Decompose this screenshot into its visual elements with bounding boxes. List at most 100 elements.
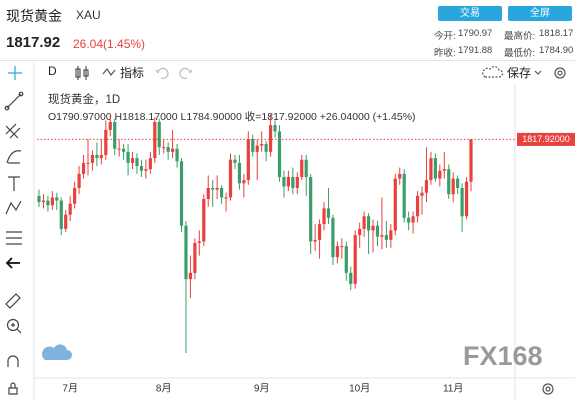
candle-body — [411, 216, 415, 223]
candle-body — [286, 177, 291, 187]
dropdown-icon[interactable] — [534, 70, 542, 75]
candle-body — [464, 181, 469, 217]
crosshair-icon[interactable] — [8, 66, 22, 80]
candle-body — [424, 180, 429, 193]
candle-body — [246, 139, 250, 181]
candle-body — [206, 188, 210, 199]
save-button[interactable]: 保存 — [507, 66, 532, 80]
candle-body — [126, 151, 130, 163]
trade-button[interactable]: 交易 — [438, 6, 502, 21]
candle-body — [460, 188, 464, 217]
candle-body — [184, 225, 188, 280]
lock-tool[interactable] — [8, 382, 18, 395]
stat-label: 昨收: — [434, 48, 456, 59]
cloud-icon[interactable] — [482, 66, 504, 78]
back-tool[interactable] — [5, 257, 20, 269]
x-tick-label: 8月 — [156, 383, 172, 395]
candle-body — [162, 147, 166, 149]
candle-body — [291, 177, 295, 188]
candle-body — [228, 159, 233, 198]
brush-tool[interactable] — [6, 150, 22, 164]
axis-settings-icon[interactable] — [542, 383, 554, 395]
candle-body — [224, 197, 228, 199]
candle-body — [317, 224, 322, 240]
interval-button[interactable]: D — [48, 64, 57, 78]
candle-body — [451, 178, 455, 195]
price-change: 26.04(1.45%) — [73, 37, 146, 51]
stat-label: 最高价: — [504, 31, 536, 42]
candle-body — [117, 148, 121, 150]
candle-body — [219, 188, 224, 198]
candle-body — [366, 216, 371, 231]
zoom-tool[interactable] — [6, 318, 20, 332]
line-tool-dot — [4, 105, 10, 111]
candle-body — [442, 169, 446, 171]
redo-icon[interactable] — [179, 67, 193, 79]
candle-body — [104, 129, 108, 155]
ruler-tool[interactable] — [5, 293, 21, 309]
candle-body — [282, 177, 286, 187]
candle-body — [99, 155, 103, 159]
candle-body — [202, 199, 206, 242]
candle-body — [242, 180, 246, 184]
candle-body — [384, 235, 388, 240]
candle-body — [46, 200, 50, 206]
toolbar-icons — [8, 66, 566, 80]
candle-body — [353, 235, 357, 284]
x-tick-label: 9月 — [254, 383, 270, 395]
instrument-name: 现货黄金 — [6, 8, 62, 24]
candle-body — [375, 225, 380, 237]
candle-body — [251, 139, 255, 152]
zoom-tool-handle — [11, 323, 22, 334]
candle-body — [264, 144, 268, 152]
candle-body — [166, 147, 170, 152]
settings-icon[interactable] — [554, 67, 566, 79]
measure-lines-tool[interactable] — [6, 231, 22, 245]
separator — [0, 60, 575, 61]
watermark-text: FX168 — [463, 341, 543, 371]
undo-icon[interactable] — [155, 67, 169, 79]
stat-value: 1791.88 — [458, 45, 493, 56]
candle-body — [237, 162, 242, 184]
candle-body — [420, 192, 424, 196]
candle-body — [153, 122, 157, 159]
candle-icon[interactable] — [75, 66, 89, 80]
watermark: FX168 — [42, 341, 543, 371]
fib-tool[interactable] — [5, 123, 21, 139]
fullscreen-button[interactable]: 全屏 — [508, 6, 572, 21]
candle-body — [193, 243, 197, 273]
candle-body — [349, 272, 353, 284]
ohlc-legend: O1790.97000 H1818.17000 L1784.90000 收=18… — [48, 110, 416, 123]
candle-body — [398, 173, 402, 179]
candle-body — [407, 217, 411, 223]
indicators-button[interactable]: 指标 — [120, 66, 145, 80]
candle-body — [197, 241, 201, 243]
candle-body — [429, 158, 433, 181]
candle-body — [139, 166, 144, 171]
candle-body — [415, 195, 420, 217]
x-tick-label: 11月 — [443, 383, 463, 395]
candle-body — [148, 158, 152, 170]
indicator-icon[interactable] — [102, 67, 116, 77]
magnet-tool[interactable] — [7, 355, 19, 367]
candle-body — [73, 188, 77, 204]
candle-body — [64, 214, 68, 229]
text-tool[interactable] — [8, 176, 20, 191]
x-tick-label: 7月 — [62, 383, 78, 395]
candle-body — [402, 173, 406, 218]
axis-settings-center — [545, 386, 551, 392]
last-price-tag — [517, 132, 575, 146]
line-tool[interactable] — [6, 93, 22, 109]
candle-body — [393, 178, 397, 231]
candle-body — [90, 155, 95, 163]
candle-body — [68, 203, 72, 215]
pattern-tool[interactable] — [5, 200, 22, 215]
line-tool-dot — [18, 91, 24, 97]
candle-body — [456, 178, 460, 188]
last-price: 1817.92 — [6, 34, 61, 51]
stat-label: 今开: — [434, 31, 456, 42]
candle-body — [135, 158, 139, 166]
candle-body — [37, 195, 41, 203]
candle-body — [295, 177, 299, 188]
